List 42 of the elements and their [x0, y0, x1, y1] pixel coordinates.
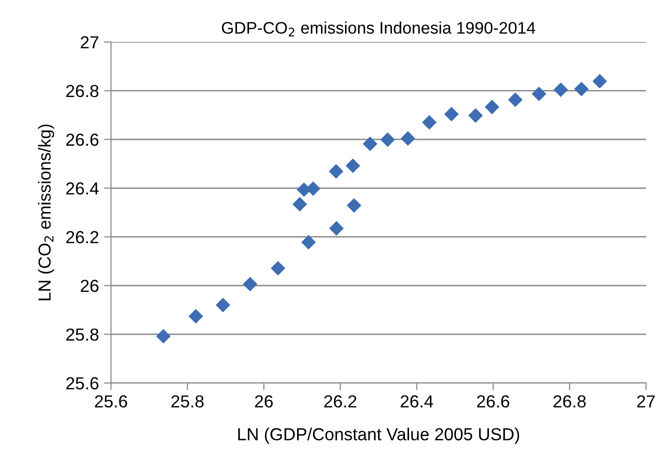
chart-title: GDP-CO$_{2}$ emissions Indonesia 1990-2014	[222, 22, 536, 36]
y-tick-label: 25.8	[66, 328, 98, 341]
point	[346, 198, 362, 213]
x-tick-label: 26.2	[324, 395, 356, 408]
point	[532, 86, 546, 102]
point	[592, 74, 608, 88]
y-tick-label: 26.2	[66, 231, 98, 244]
point	[301, 234, 316, 250]
x-tick-label: 26.4	[400, 395, 434, 408]
x-tick-label: 25.8	[171, 395, 204, 408]
y-tick-label: 26.4	[66, 182, 99, 195]
point	[328, 164, 344, 179]
point	[400, 131, 416, 146]
point	[484, 100, 500, 114]
point	[329, 221, 344, 236]
point	[574, 82, 589, 96]
y-tick-label: 27	[80, 36, 98, 48]
y-tick-label: 26.6	[66, 134, 98, 146]
x-tick-label: 25.6	[94, 395, 128, 408]
x-axis-title: LN (GDP/Constant Value 2005 USD)	[238, 428, 520, 444]
point	[270, 260, 286, 276]
x-tick-label: 26.6	[477, 395, 510, 408]
point	[292, 196, 308, 212]
y-axis-title: LN (CO$_{2}$ emissions/kg)	[38, 124, 54, 300]
y-tick-label: 25.6	[66, 377, 98, 390]
point	[380, 132, 395, 147]
point	[422, 115, 437, 130]
point	[554, 82, 568, 98]
point	[362, 136, 378, 152]
point	[156, 328, 171, 344]
point	[508, 92, 523, 108]
point	[216, 298, 230, 312]
point	[346, 158, 360, 174]
point	[188, 308, 204, 324]
point	[242, 276, 258, 292]
x-tick-label: 27	[637, 395, 655, 408]
y-tick-label: 26	[80, 280, 98, 292]
point	[468, 108, 483, 123]
point	[444, 106, 459, 122]
x-tick-label: 26.8	[554, 395, 586, 408]
x-tick-label: 26	[255, 395, 273, 408]
y-tick-label: 26.8	[66, 84, 98, 98]
